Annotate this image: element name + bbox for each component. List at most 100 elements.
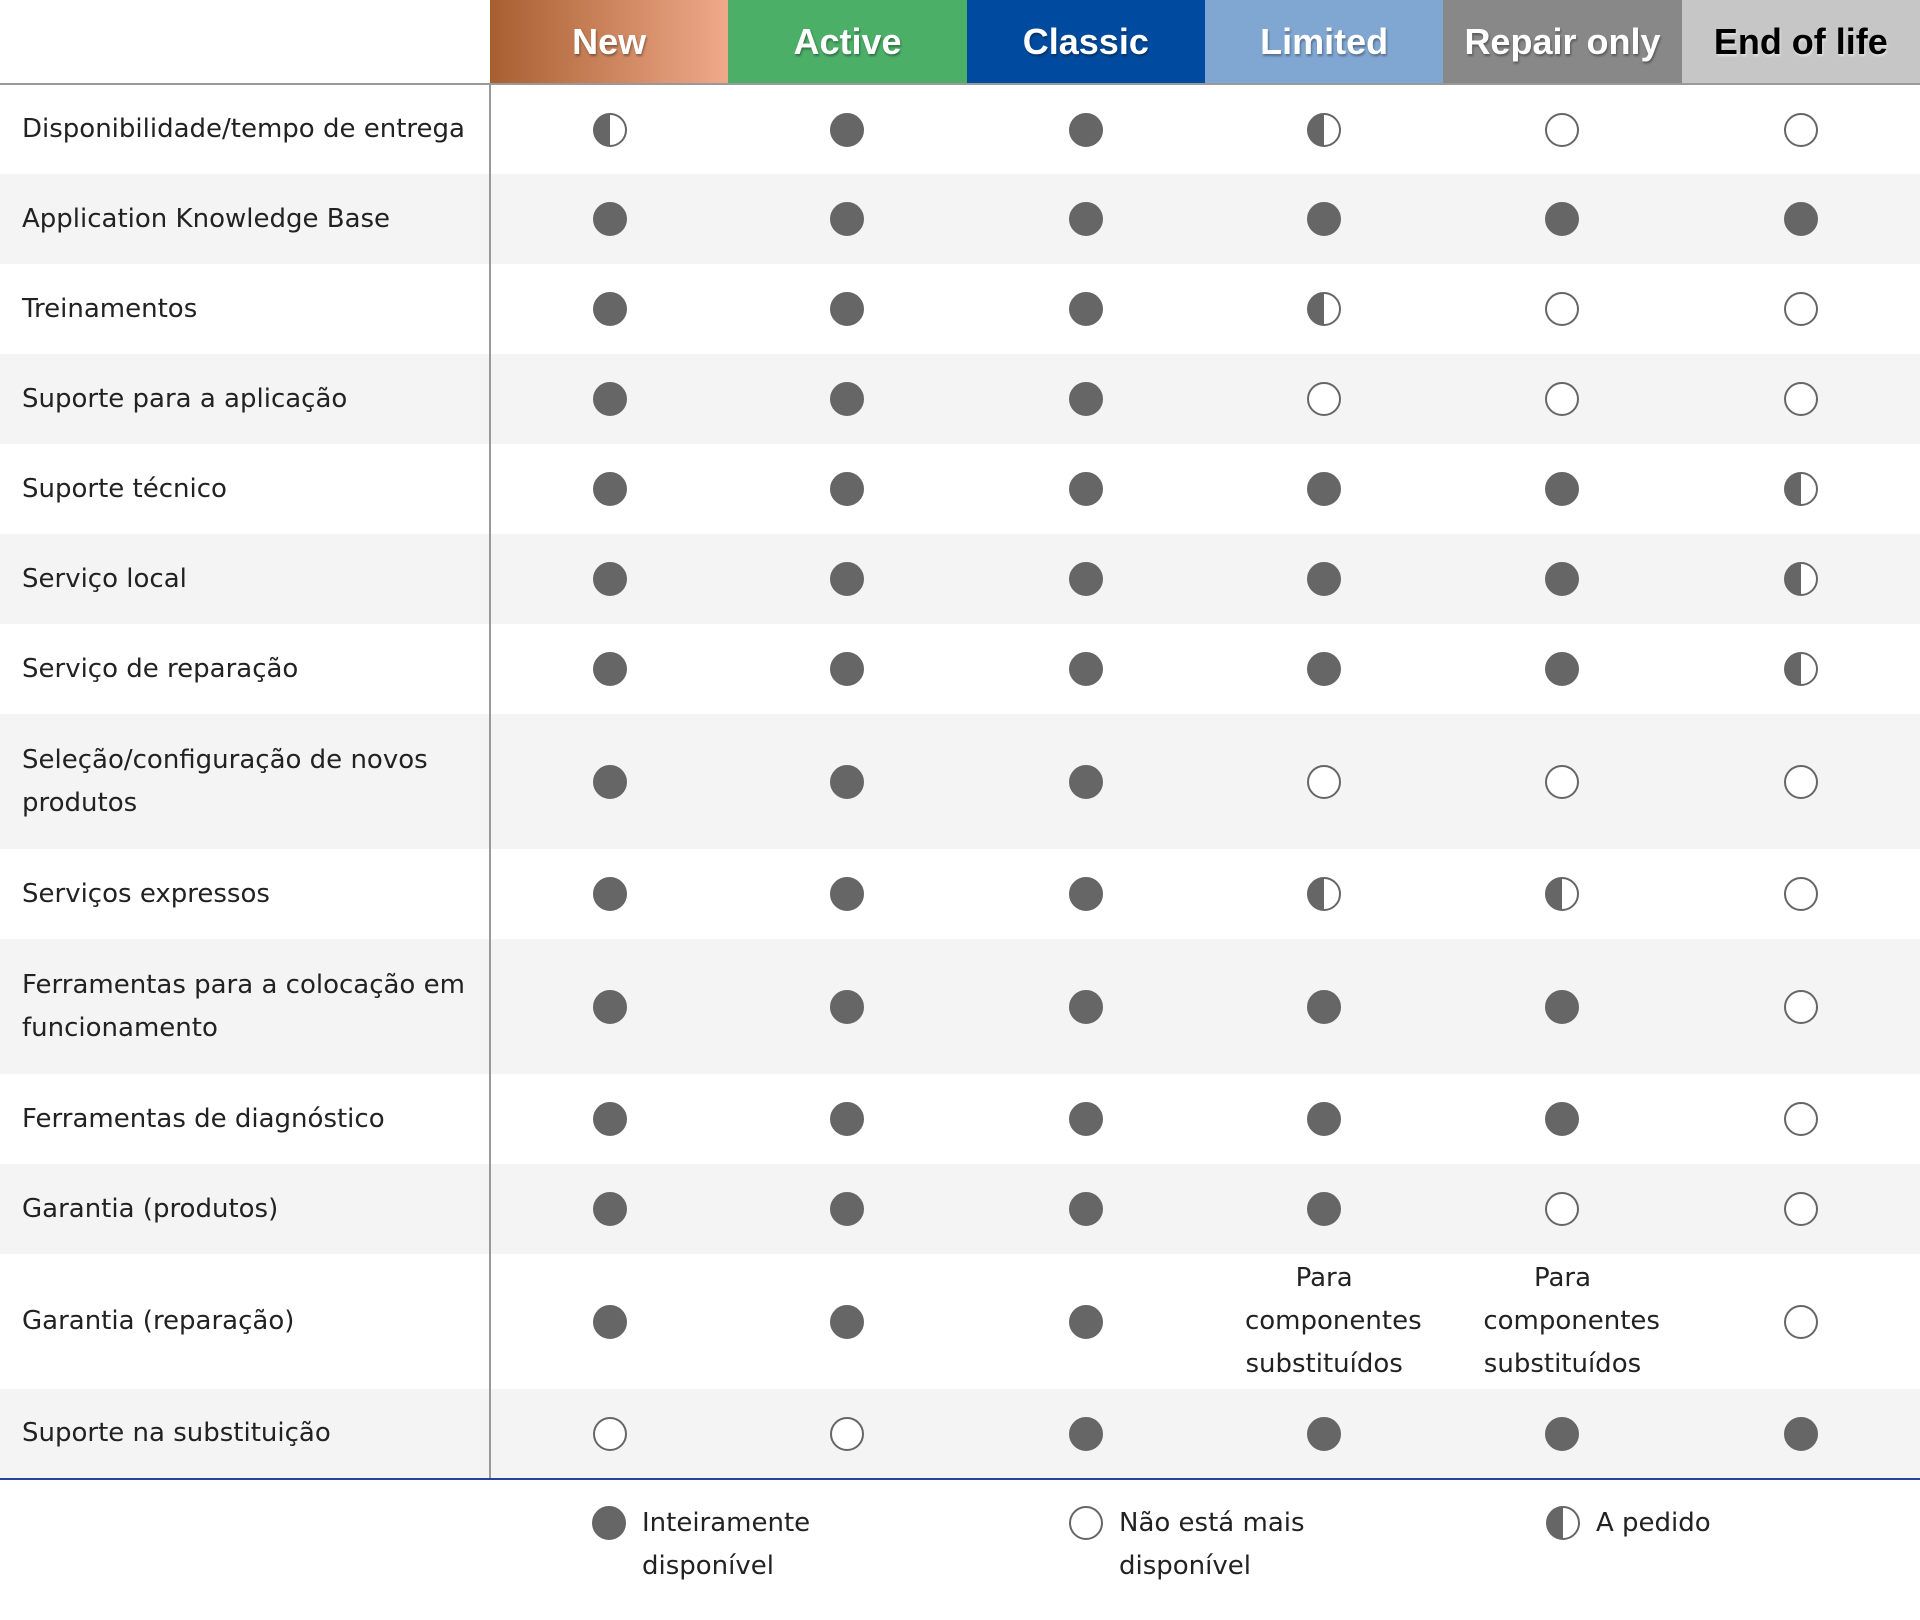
empty-circle-icon <box>1069 1506 1103 1540</box>
table-row: Suporte na substituição <box>0 1389 1920 1480</box>
cell <box>728 939 967 1074</box>
row-label: Seleção/configuração de novos produtos <box>0 714 491 849</box>
cell <box>728 1254 966 1389</box>
full-circle-icon <box>1068 764 1103 799</box>
full-circle-icon <box>592 202 627 236</box>
empty-circle-icon <box>1783 989 1818 1024</box>
full-circle-icon <box>1068 292 1103 326</box>
cell <box>966 1389 1205 1480</box>
cell <box>1443 1164 1682 1254</box>
row-label: Disponibilidade/tempo de entrega <box>0 84 491 174</box>
table-row: Ferramentas para a colocação em funciona… <box>0 939 1920 1074</box>
table-row: Garantia (reparação) Para componentes sub… <box>0 1254 1920 1389</box>
cell <box>490 264 728 354</box>
cell <box>1443 624 1681 714</box>
cell <box>1443 264 1681 354</box>
cell <box>728 1164 967 1254</box>
empty-circle-icon <box>1307 382 1342 416</box>
cell <box>490 354 729 444</box>
full-circle-icon <box>592 764 627 799</box>
full-circle-icon <box>1068 1304 1103 1339</box>
cell <box>1205 84 1443 174</box>
table-row: Ferramentas de diagnóstico <box>0 1074 1920 1164</box>
cell <box>728 624 966 714</box>
full-circle-icon <box>592 877 627 911</box>
full-circle-icon <box>592 472 627 506</box>
full-circle-icon <box>1307 562 1342 596</box>
full-circle-icon <box>830 764 865 799</box>
full-circle-icon <box>830 877 865 911</box>
full-circle-icon <box>830 652 865 686</box>
empty-circle-icon <box>1783 1192 1818 1226</box>
cell <box>1443 354 1682 444</box>
empty-circle-icon <box>1545 112 1580 147</box>
cell <box>966 1164 1205 1254</box>
cell <box>1682 264 1920 354</box>
cell <box>490 444 728 534</box>
cell <box>967 444 1205 534</box>
cell <box>728 1389 967 1480</box>
row-label: Suporte na substituição <box>0 1389 491 1480</box>
cell <box>728 354 967 444</box>
legend-item: Não está mais disponível <box>1069 1502 1309 1588</box>
column-header-classic: Classic <box>966 0 1205 85</box>
row-label: Serviço local <box>0 534 491 624</box>
cell <box>1443 1074 1681 1164</box>
table-row: Seleção/configuração de novos produtos <box>0 714 1920 849</box>
cell <box>490 174 729 264</box>
legend-label: A pedido <box>1596 1508 1711 1538</box>
full-circle-icon <box>1068 562 1103 596</box>
column-header-end-of-life: End of life <box>1681 0 1920 85</box>
cell <box>1681 714 1920 849</box>
cell <box>966 174 1205 264</box>
full-circle-icon <box>830 562 865 596</box>
cell <box>728 714 967 849</box>
cell <box>1204 534 1444 624</box>
cell <box>1205 444 1443 534</box>
row-label: Garantia (reparação) <box>0 1254 491 1389</box>
empty-circle-icon <box>830 1416 865 1451</box>
cell <box>1443 534 1682 624</box>
full-circle-icon <box>1545 472 1580 506</box>
table-row: Serviço de reparação <box>0 624 1920 714</box>
cell <box>490 624 728 714</box>
half-circle-icon <box>1783 652 1818 686</box>
cell <box>490 849 728 939</box>
table-row: Serviços expressos <box>0 849 1920 939</box>
legend-label: Inteiramente disponível <box>642 1508 811 1581</box>
column-header-repair-only: Repair only <box>1443 0 1682 85</box>
cell <box>1443 84 1681 174</box>
full-circle-icon <box>592 292 627 326</box>
half-circle-icon <box>1783 472 1818 506</box>
full-circle-icon <box>1545 1102 1580 1136</box>
table-row: Serviço local <box>0 534 1920 624</box>
full-circle-icon <box>830 382 865 416</box>
cell <box>1204 174 1444 264</box>
cell <box>1204 939 1444 1074</box>
cell <box>1682 1074 1920 1164</box>
full-circle-icon <box>1307 472 1342 506</box>
full-circle-icon <box>592 1304 627 1339</box>
empty-circle-icon <box>1307 764 1342 799</box>
cell <box>1682 849 1920 939</box>
cell <box>966 714 1205 849</box>
full-circle-icon <box>592 1506 626 1540</box>
full-circle-icon <box>1068 652 1103 686</box>
half-circle-icon <box>1307 112 1342 147</box>
full-circle-icon <box>1307 202 1342 236</box>
cell <box>490 1254 728 1389</box>
full-circle-icon <box>1307 1102 1342 1136</box>
cell <box>728 534 967 624</box>
half-circle-icon <box>1545 877 1580 911</box>
cell <box>490 1164 729 1254</box>
cell <box>966 354 1205 444</box>
row-label: Suporte técnico <box>0 444 491 534</box>
cell <box>966 939 1205 1074</box>
empty-circle-icon <box>1545 764 1580 799</box>
full-circle-icon <box>1068 1102 1103 1136</box>
half-circle-icon <box>1307 292 1342 326</box>
cell <box>967 1254 1205 1389</box>
empty-circle-icon <box>1545 1192 1580 1226</box>
column-header-limited: Limited <box>1204 0 1444 85</box>
cell <box>1681 1164 1920 1254</box>
